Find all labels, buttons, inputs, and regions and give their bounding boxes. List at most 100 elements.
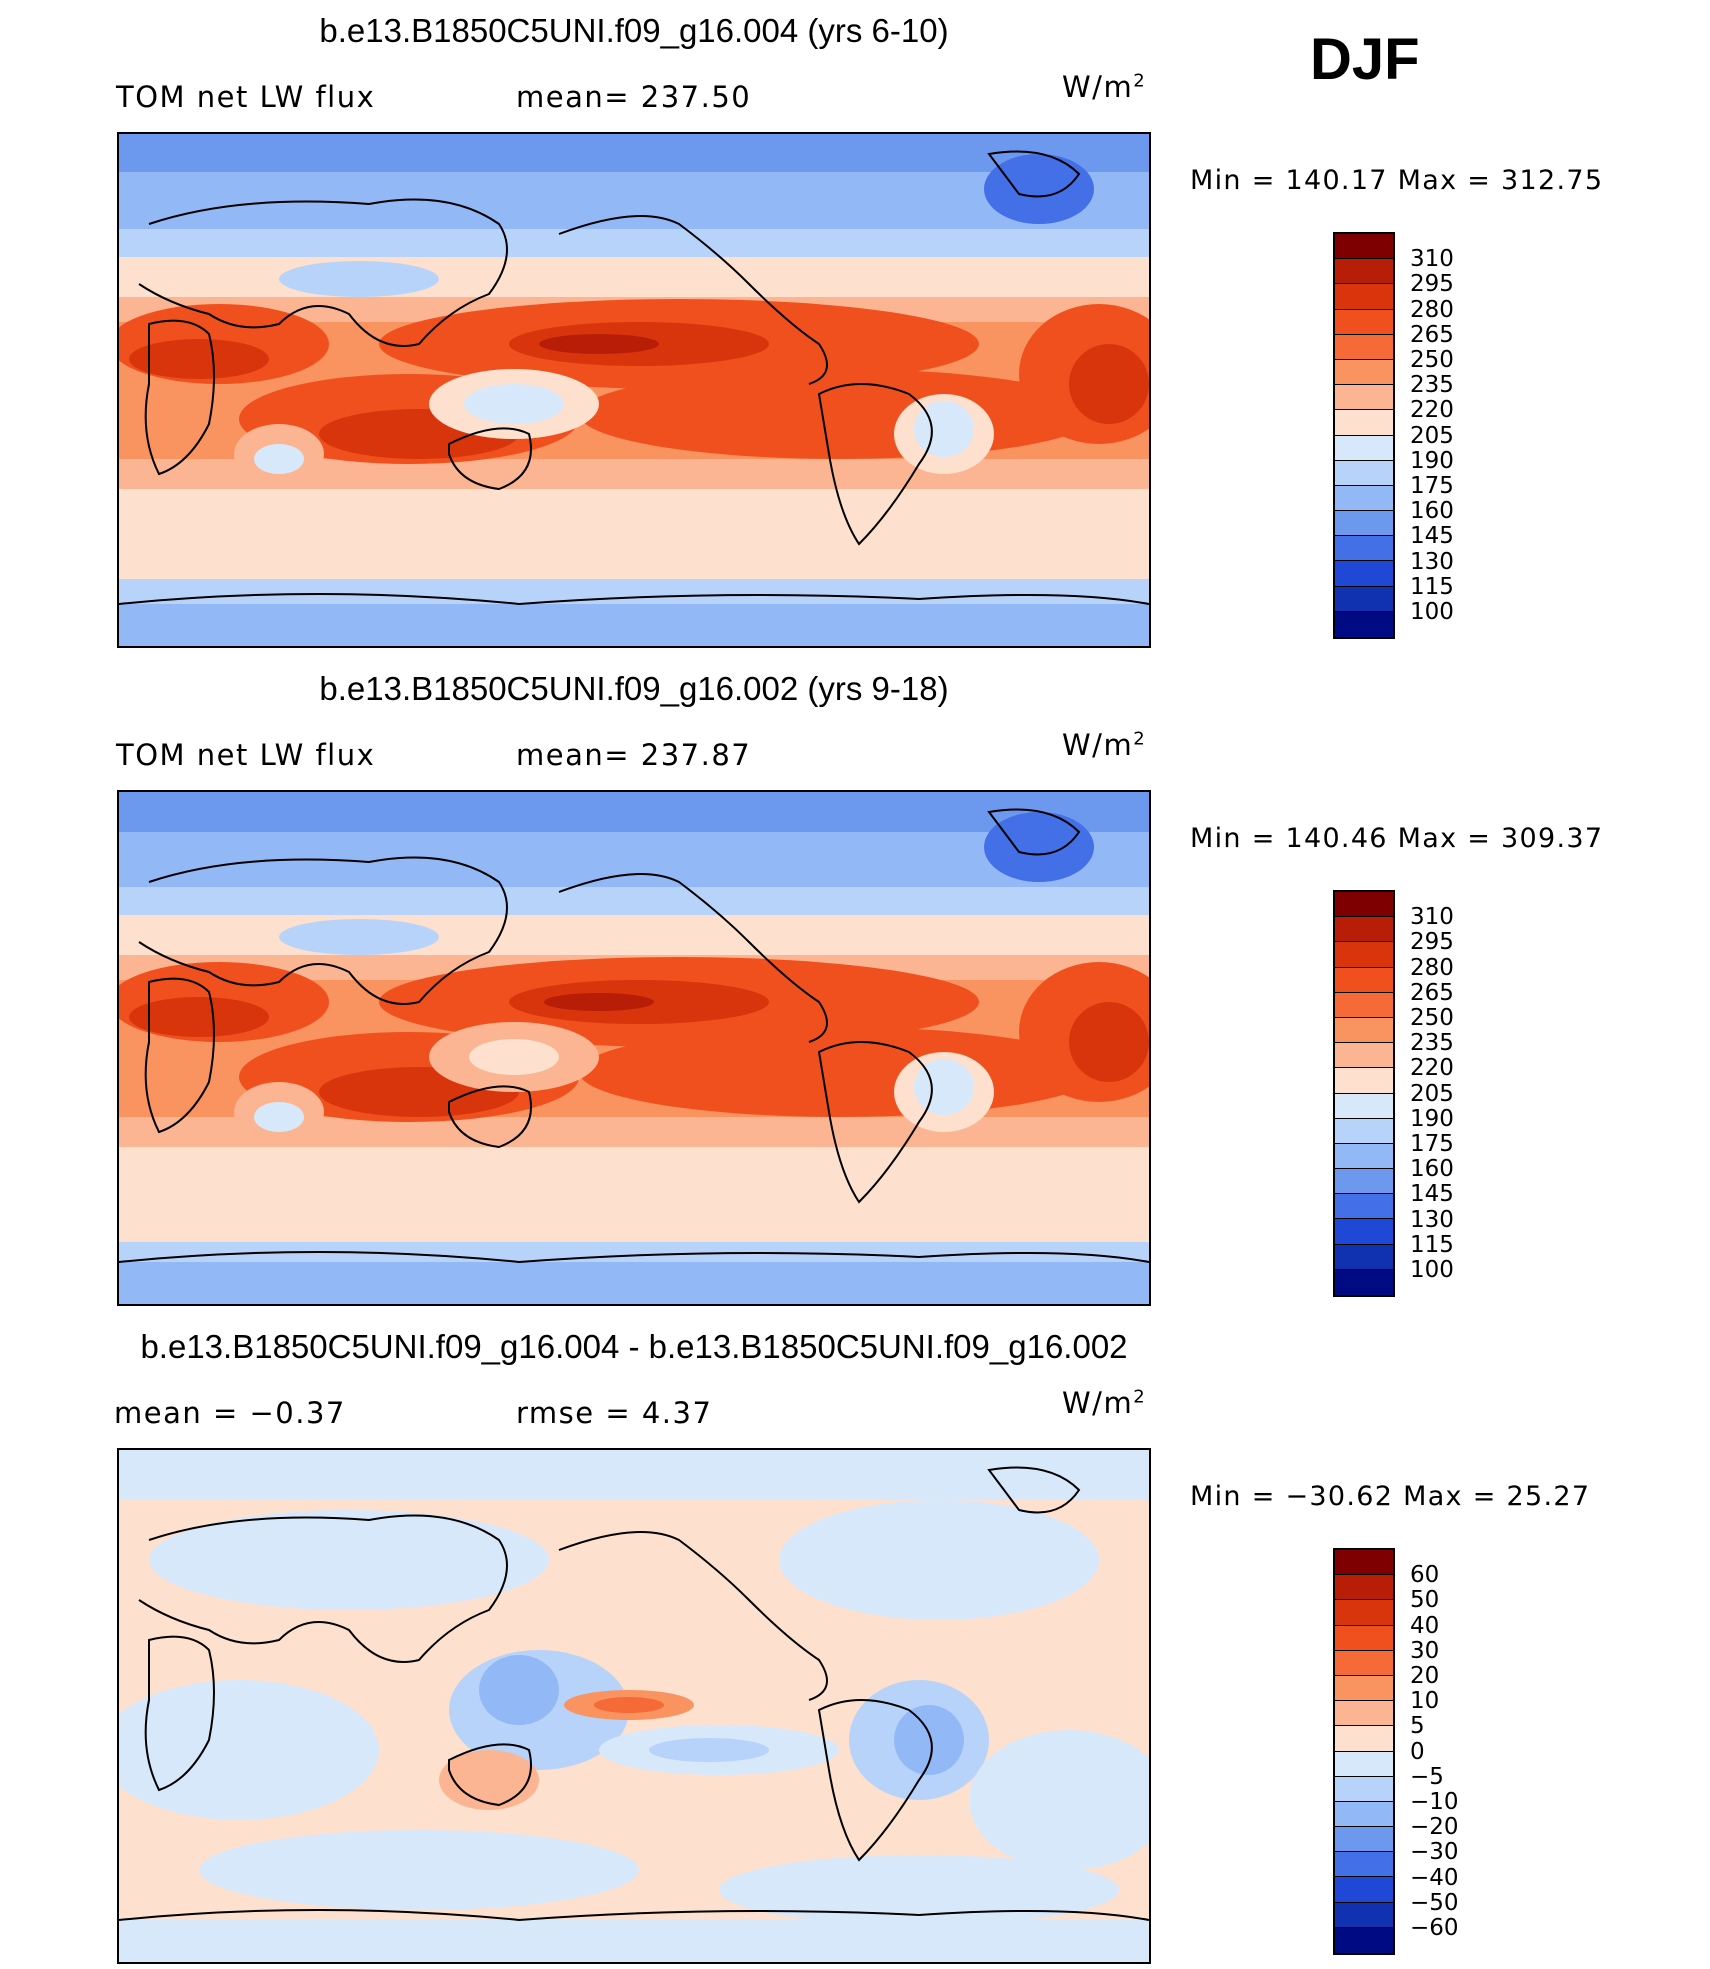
panel-2-minmax: Min = 140.46 Max = 309.37 xyxy=(1190,823,1604,854)
colorbar-swatch xyxy=(1335,1093,1393,1119)
panel-3-mean-label: mean = −0.37 xyxy=(114,1396,346,1430)
colorbar-swatch xyxy=(1335,536,1393,562)
panel-3-unit-label: W/m2 xyxy=(1062,1386,1147,1420)
colorbar-swatch xyxy=(1335,1726,1393,1752)
colorbar-tick-label: 235 xyxy=(1410,1030,1454,1057)
colorbar-tick-label: 20 xyxy=(1410,1663,1440,1689)
panel-1-title: b.e13.B1850C5UNI.f09_g16.004 (yrs 6-10) xyxy=(319,12,949,49)
colorbar-tick-label: 100 xyxy=(1410,599,1454,625)
colorbar-swatch xyxy=(1335,234,1393,260)
panel-3-map xyxy=(117,1448,1151,1964)
colorbar-tick-label: 130 xyxy=(1410,548,1454,575)
colorbar-swatch xyxy=(1335,1118,1393,1144)
colorbar-tick-label: 250 xyxy=(1410,1005,1454,1031)
colorbar-swatch xyxy=(1335,942,1393,968)
colorbar-tick-label: 30 xyxy=(1410,1637,1440,1664)
panel-2-colorbar xyxy=(1333,890,1395,1297)
panel-3-title: b.e13.B1850C5UNI.f09_g16.004 - b.e13.B18… xyxy=(140,1328,1128,1365)
colorbar-swatch xyxy=(1335,1043,1393,1069)
colorbar-tick-label: 190 xyxy=(1410,447,1454,474)
colorbar-tick-label: 5 xyxy=(1410,1713,1425,1740)
colorbar-swatch xyxy=(1335,1751,1393,1777)
colorbar-tick-label: 205 xyxy=(1410,422,1454,449)
colorbar-tick-label: 145 xyxy=(1410,1181,1454,1208)
colorbar-swatch xyxy=(1335,1600,1393,1626)
colorbar-swatch xyxy=(1335,1017,1393,1044)
season-label: DJF xyxy=(1310,27,1420,92)
colorbar-swatch xyxy=(1335,1650,1393,1676)
colorbar-tick-label: 130 xyxy=(1410,1206,1454,1233)
panel-2-title: b.e13.B1850C5UNI.f09_g16.002 (yrs 9-18) xyxy=(319,670,949,707)
colorbar-tick-label: −20 xyxy=(1410,1814,1459,1841)
colorbar-swatch xyxy=(1335,385,1393,411)
colorbar-swatch xyxy=(1335,284,1393,310)
panel-3-map-svg xyxy=(119,1450,1149,1962)
colorbar-swatch xyxy=(1335,1877,1393,1903)
colorbar-tick-label: 235 xyxy=(1410,372,1454,399)
colorbar-swatch xyxy=(1335,511,1393,537)
colorbar-tick-label: 190 xyxy=(1410,1105,1454,1132)
colorbar-tick-label: 115 xyxy=(1410,1231,1454,1258)
colorbar-swatch xyxy=(1335,1169,1393,1195)
colorbar-swatch xyxy=(1335,359,1393,386)
panel-1-variable-label: TOM net LW flux xyxy=(116,80,376,114)
panel-3-minmax: Min = −30.62 Max = 25.27 xyxy=(1190,1481,1591,1512)
panel-3-colorbar xyxy=(1333,1548,1395,1955)
colorbar-swatch xyxy=(1335,967,1393,993)
panel-1-mean-label: mean= 237.50 xyxy=(516,80,752,114)
colorbar-tick-label: 145 xyxy=(1410,523,1454,550)
colorbar-tick-label: 205 xyxy=(1410,1080,1454,1107)
colorbar-tick-label: 10 xyxy=(1410,1688,1440,1715)
colorbar-swatch xyxy=(1335,1675,1393,1702)
colorbar-tick-label: −60 xyxy=(1410,1915,1459,1941)
colorbar-tick-label: −30 xyxy=(1410,1839,1459,1866)
colorbar-swatch xyxy=(1335,1575,1393,1601)
colorbar-tick-label: 0 xyxy=(1410,1738,1425,1765)
panel-2-map xyxy=(117,790,1151,1306)
colorbar-tick-label: 160 xyxy=(1410,498,1454,525)
colorbar-swatch xyxy=(1335,1550,1393,1576)
colorbar-swatch xyxy=(1335,309,1393,335)
colorbar-swatch xyxy=(1335,611,1393,637)
colorbar-swatch xyxy=(1335,1269,1393,1295)
colorbar-swatch xyxy=(1335,1143,1393,1170)
panel-1-map xyxy=(117,132,1151,648)
colorbar-tick-label: 295 xyxy=(1410,271,1454,298)
colorbar-swatch xyxy=(1335,334,1393,360)
panel-2-unit-label: W/m2 xyxy=(1062,728,1147,762)
colorbar-swatch xyxy=(1335,1244,1393,1270)
panel-2-variable-label: TOM net LW flux xyxy=(116,738,376,772)
colorbar-swatch xyxy=(1335,1625,1393,1651)
colorbar-tick-label: −5 xyxy=(1410,1763,1444,1790)
colorbar-swatch xyxy=(1335,410,1393,436)
colorbar-tick-label: 310 xyxy=(1410,246,1454,273)
colorbar-tick-label: −40 xyxy=(1410,1864,1459,1891)
colorbar-tick-label: 250 xyxy=(1410,347,1454,373)
colorbar-swatch xyxy=(1335,435,1393,461)
panel-3-rmse-label: rmse = 4.37 xyxy=(516,1396,713,1430)
colorbar-swatch xyxy=(1335,1801,1393,1828)
colorbar-swatch xyxy=(1335,1827,1393,1853)
colorbar-tick-label: 265 xyxy=(1410,979,1454,1006)
colorbar-swatch xyxy=(1335,1927,1393,1953)
colorbar-swatch xyxy=(1335,917,1393,943)
panel-1-colorbar xyxy=(1333,232,1395,639)
colorbar-swatch xyxy=(1335,992,1393,1018)
colorbar-swatch xyxy=(1335,1852,1393,1878)
colorbar-tick-label: 265 xyxy=(1410,321,1454,348)
colorbar-tick-label: 310 xyxy=(1410,904,1454,931)
colorbar-tick-label: 175 xyxy=(1410,1131,1454,1157)
colorbar-swatch xyxy=(1335,1776,1393,1802)
panel-2-map-svg xyxy=(119,792,1149,1304)
panel-1-minmax: Min = 140.17 Max = 312.75 xyxy=(1190,165,1604,196)
colorbar-tick-label: 40 xyxy=(1410,1612,1440,1639)
colorbar-tick-label: −10 xyxy=(1410,1789,1459,1815)
colorbar-tick-label: 100 xyxy=(1410,1257,1454,1283)
colorbar-swatch xyxy=(1335,892,1393,918)
colorbar-tick-label: 60 xyxy=(1410,1562,1440,1589)
panel-2-mean-label: mean= 237.87 xyxy=(516,738,752,772)
colorbar-tick-label: 280 xyxy=(1410,954,1454,981)
colorbar-swatch xyxy=(1335,561,1393,587)
colorbar-swatch xyxy=(1335,1219,1393,1245)
colorbar-swatch xyxy=(1335,1701,1393,1727)
